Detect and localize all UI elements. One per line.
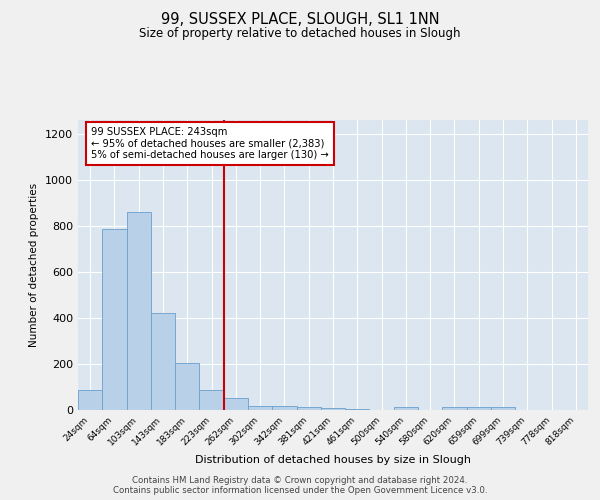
Bar (151, 314, 175, 410)
Text: 99 SUSSEX PLACE: 243sqm
← 95% of detached houses are smaller (2,383)
5% of semi-: 99 SUSSEX PLACE: 243sqm ← 95% of detache… (91, 127, 329, 160)
Bar (296, 407, 321, 410)
Text: 99, SUSSEX PLACE, SLOUGH, SL1 1NN: 99, SUSSEX PLACE, SLOUGH, SL1 1NN (161, 12, 439, 28)
Text: Contains HM Land Registry data © Crown copyright and database right 2024.
Contai: Contains HM Land Registry data © Crown c… (113, 476, 487, 495)
Bar (102, 230, 127, 410)
Bar (491, 407, 515, 410)
Bar (175, 363, 199, 410)
Bar (224, 398, 248, 410)
Text: Size of property relative to detached houses in Slough: Size of property relative to detached ho… (139, 28, 461, 40)
Bar (442, 407, 467, 410)
Bar (78, 390, 102, 410)
Bar (394, 407, 418, 410)
Bar (248, 406, 272, 410)
Bar (345, 409, 370, 410)
Bar (272, 406, 296, 410)
Bar (199, 390, 224, 410)
Bar (127, 212, 151, 410)
X-axis label: Distribution of detached houses by size in Slough: Distribution of detached houses by size … (195, 456, 471, 466)
Bar (321, 408, 345, 410)
Bar (467, 407, 491, 410)
Y-axis label: Number of detached properties: Number of detached properties (29, 183, 40, 347)
